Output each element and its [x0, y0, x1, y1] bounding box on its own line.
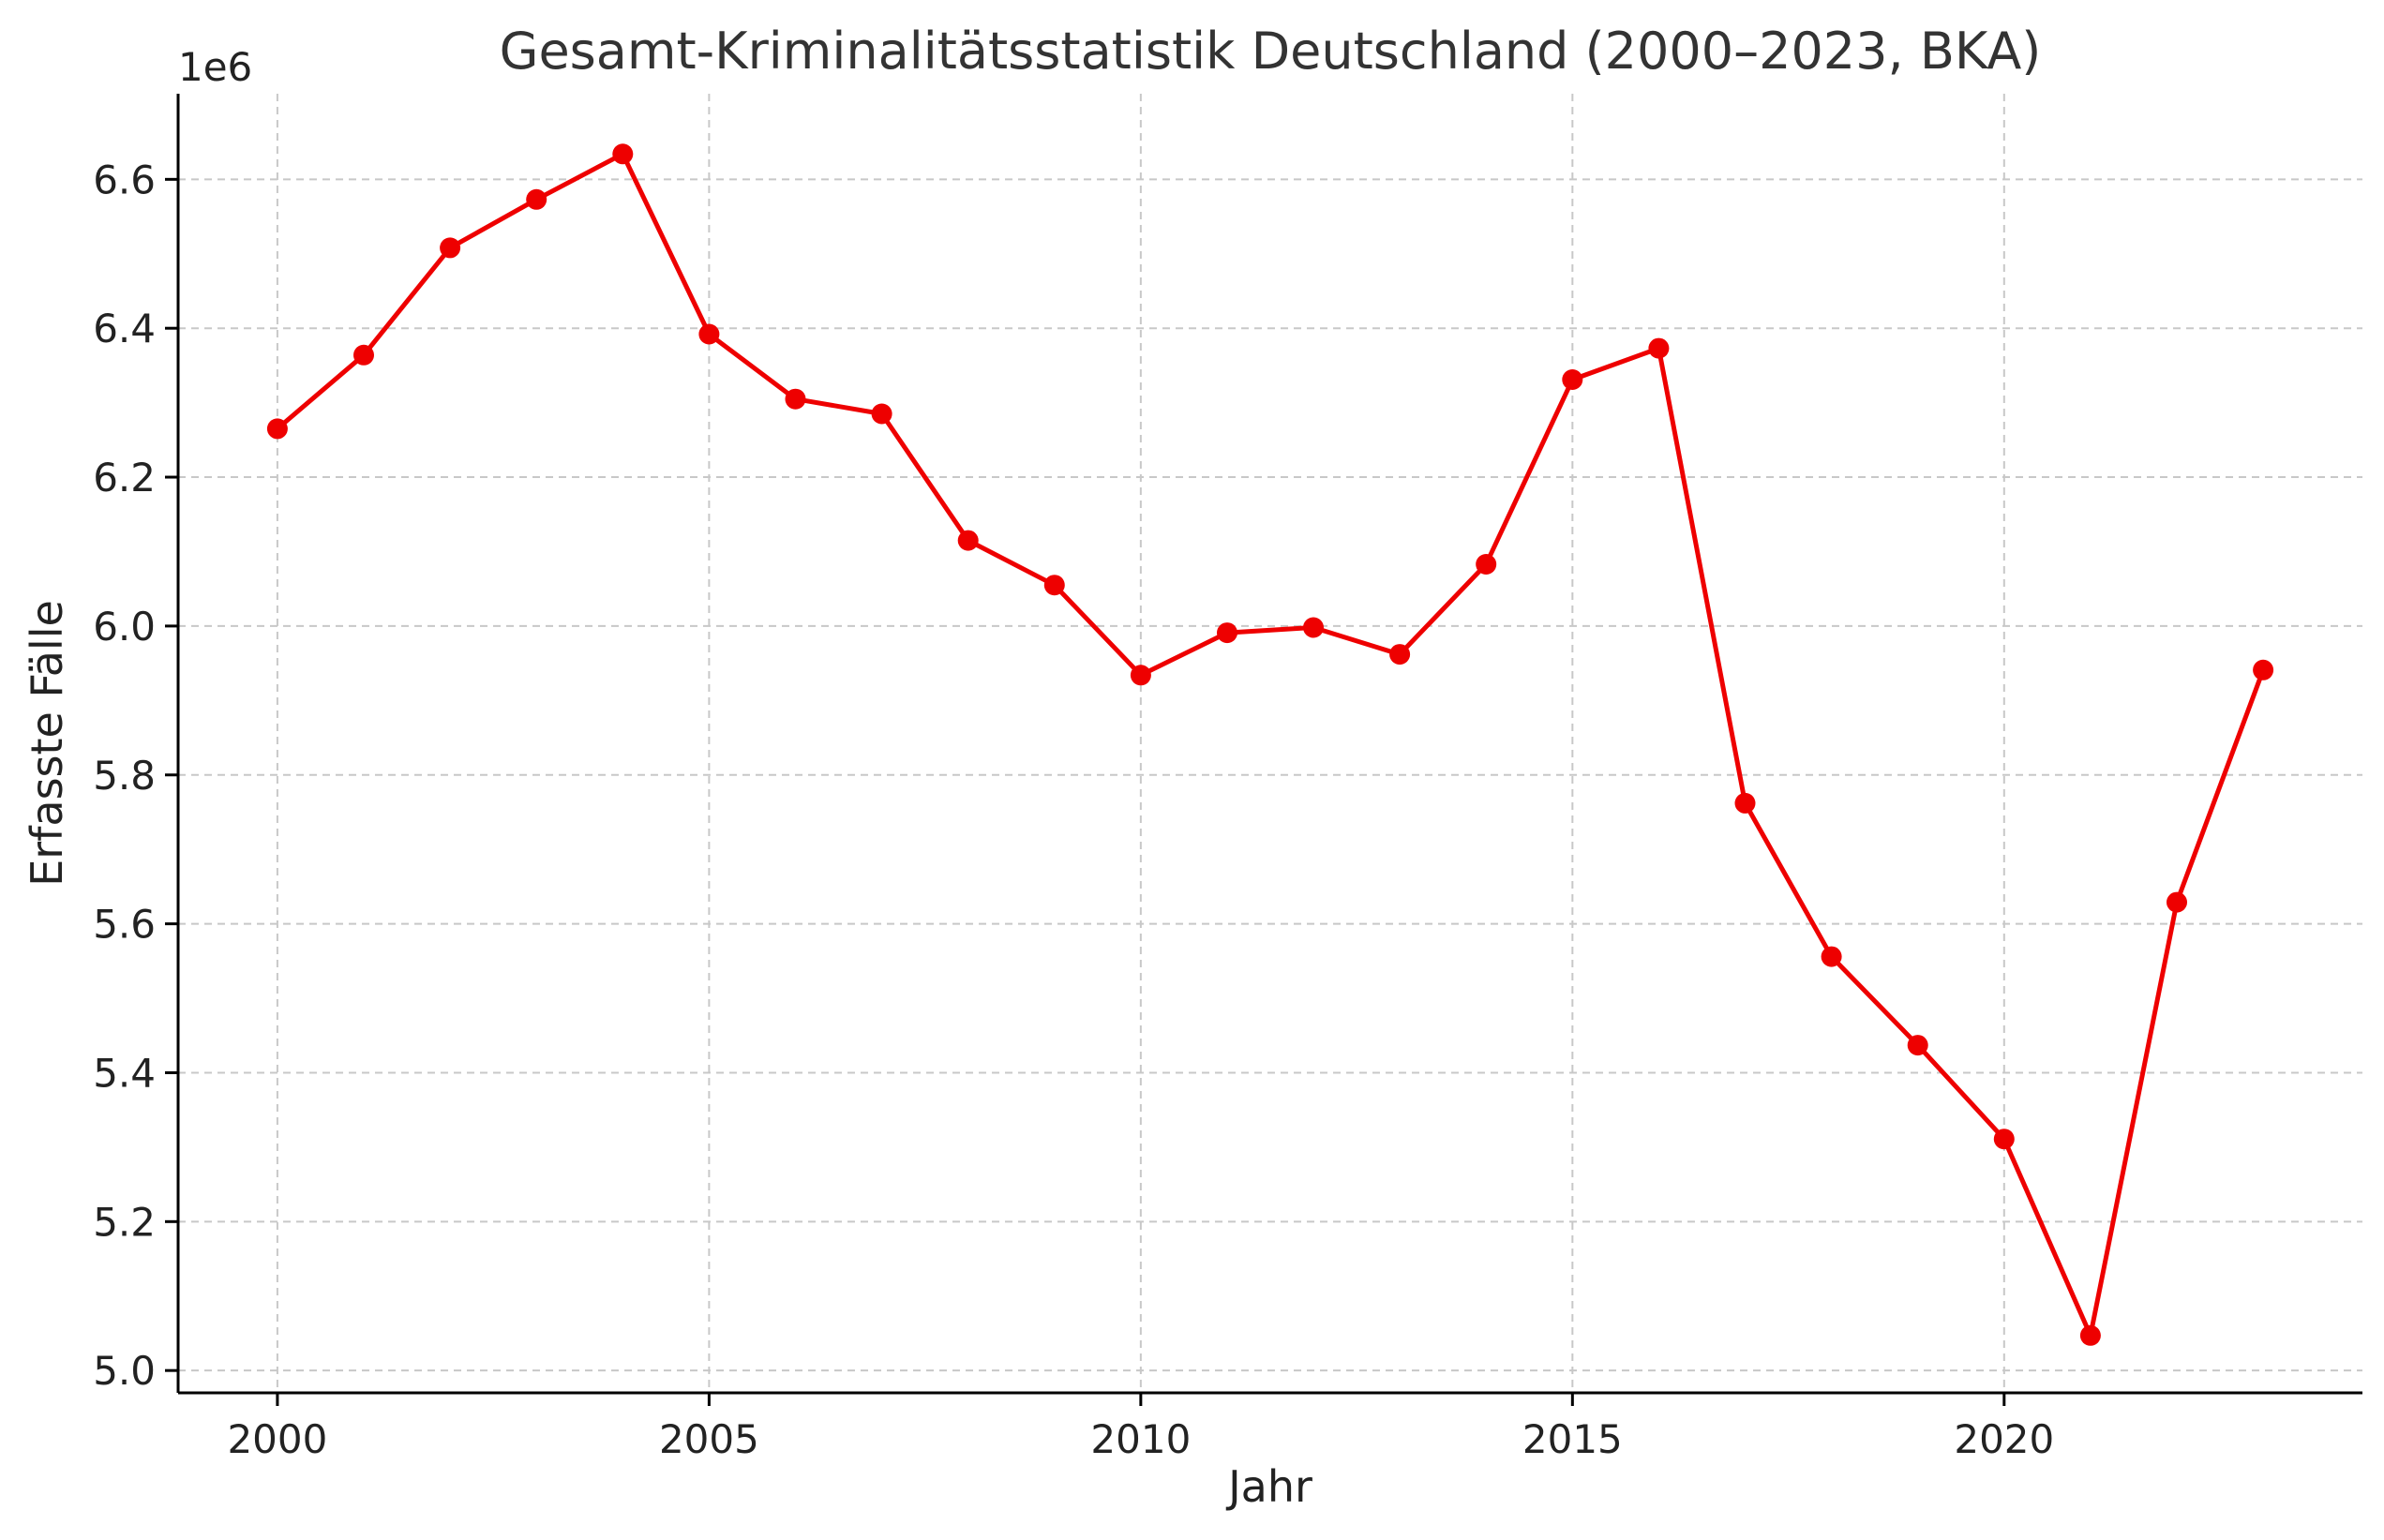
data-point — [957, 530, 979, 551]
y-tick-label: 6.6 — [93, 157, 156, 202]
x-tick-label: 2005 — [659, 1416, 759, 1462]
data-point — [1476, 554, 1497, 575]
data-point — [2167, 891, 2187, 913]
data-point — [266, 418, 288, 440]
y-tick-label: 6.2 — [93, 455, 156, 501]
data-point — [1734, 792, 1756, 814]
data-point — [1303, 617, 1324, 638]
y-tick-label: 5.8 — [93, 753, 156, 799]
data-point — [526, 188, 547, 210]
data-point — [1130, 665, 1151, 686]
axes — [176, 94, 2362, 1395]
data-point — [612, 143, 634, 165]
data-point — [1648, 337, 1670, 359]
data-point — [1389, 644, 1411, 665]
y-axis-offset-label: 1e6 — [178, 44, 252, 90]
y-tick-label: 6.0 — [93, 604, 156, 650]
data-point — [1043, 575, 1065, 596]
data-point — [698, 323, 720, 345]
series-total-cases — [266, 143, 2274, 1346]
y-tick-label: 5.0 — [93, 1348, 156, 1394]
data-point — [2253, 659, 2274, 680]
x-tick-label: 2010 — [1090, 1416, 1191, 1462]
data-point — [1821, 946, 1842, 967]
data-point — [353, 344, 374, 366]
data-point — [871, 403, 892, 425]
x-tick-label: 2015 — [1522, 1416, 1623, 1462]
y-tick-label: 6.4 — [93, 306, 156, 351]
x-axis-label: Jahr — [1225, 1461, 1312, 1512]
data-point — [1993, 1129, 2015, 1150]
y-tick-label: 5.2 — [93, 1199, 156, 1245]
x-tick-label: 2000 — [227, 1416, 327, 1462]
data-point — [1217, 622, 1237, 644]
data-point — [1907, 1035, 1928, 1056]
y-tick-label: 5.4 — [93, 1050, 156, 1096]
data-point — [1562, 369, 1583, 390]
y-axis-label: Erfasste Fälle — [22, 600, 72, 887]
grid — [178, 94, 2362, 1393]
data-point — [440, 237, 461, 259]
data-point — [785, 388, 806, 410]
data-point — [2079, 1324, 2101, 1346]
ticks: 2000 2005 2010 2015 2020 5.0 5.2 5.4 5.6 5.8 6.0 6.… — [93, 157, 2054, 1462]
series-line — [276, 151, 2266, 1338]
x-tick-label: 2020 — [1954, 1416, 2054, 1462]
chart-title: Gesamt-Kriminalitätsstatistik Deutschlan… — [500, 22, 2042, 81]
y-tick-label: 5.6 — [93, 902, 156, 948]
